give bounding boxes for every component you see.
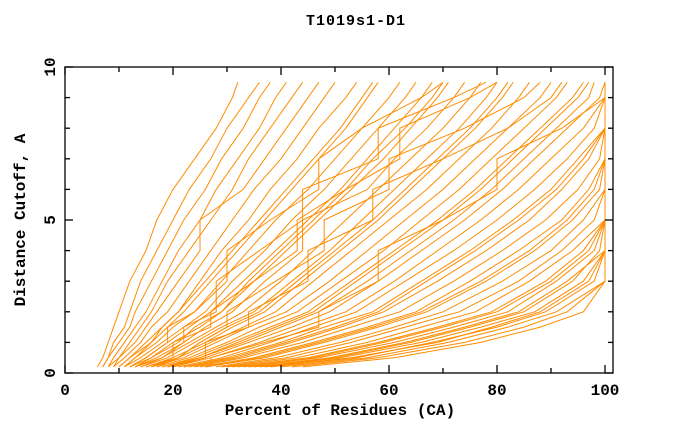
model-curve: [167, 82, 606, 368]
x-tick-label: 80: [487, 382, 506, 400]
model-curve: [183, 82, 606, 368]
model-curve: [167, 82, 590, 368]
model-curve: [96, 82, 239, 368]
y-tick-label: 10: [42, 57, 60, 76]
x-tick-label: 100: [591, 382, 620, 400]
model-curve: [172, 82, 606, 368]
model-curve: [140, 82, 498, 368]
model-curve: [113, 82, 320, 368]
y-tick-label: 0: [42, 368, 60, 378]
model-curve: [216, 82, 606, 368]
model-curve: [102, 82, 260, 368]
model-curve: [118, 82, 358, 368]
model-curve: [156, 82, 568, 368]
model-curve: [107, 82, 304, 368]
x-tick-label: 60: [379, 382, 398, 400]
model-curve: [248, 82, 606, 368]
model-curve: [183, 82, 606, 368]
x-axis-label: Percent of Residues (CA): [224, 402, 456, 420]
model-curve: [107, 82, 287, 368]
x-tick-label: 40: [271, 382, 290, 400]
model-curve: [264, 82, 606, 368]
y-tick-label: 5: [42, 215, 60, 225]
model-curve: [135, 82, 482, 368]
model-curve: [280, 82, 606, 368]
model-curve: [172, 82, 563, 368]
model-curve: [145, 82, 530, 368]
model-curve: [102, 82, 271, 368]
model-curve: [205, 82, 606, 368]
model-curve: [178, 82, 606, 368]
model-curve: [162, 82, 595, 368]
model-curve: [140, 81, 487, 368]
model-curve: [151, 82, 509, 368]
model-curve: [210, 82, 606, 367]
model-curve: [237, 82, 606, 368]
model-curve: [162, 82, 584, 368]
model-curve: [113, 82, 336, 368]
model-curve: [151, 81, 498, 368]
model-curve: [124, 82, 374, 368]
x-tick-label: 20: [163, 382, 182, 400]
model-curve: [134, 82, 444, 368]
x-tick-label: 0: [60, 382, 70, 400]
model-curve: [129, 81, 444, 368]
chart-title: T1019s1-D1: [305, 13, 406, 30]
